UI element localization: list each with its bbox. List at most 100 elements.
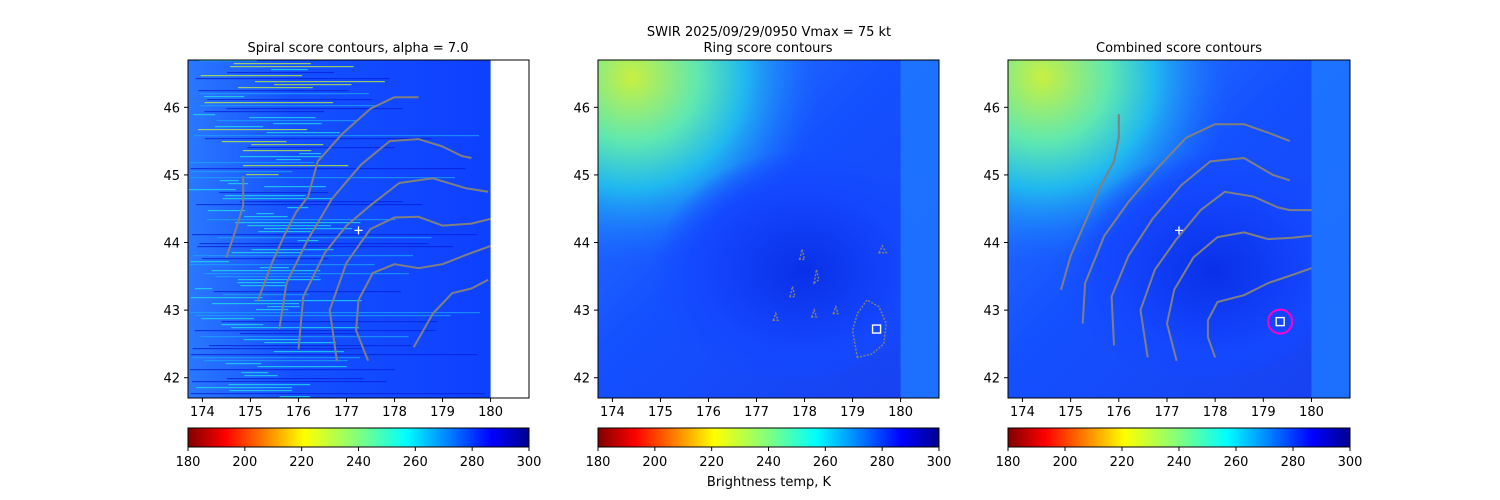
image-stripe: [204, 111, 324, 113]
center-plus-marker: [1175, 226, 1183, 235]
contour-line: [412, 278, 489, 348]
colorbar-tick-label: 260: [403, 455, 428, 470]
x-tick-label: 177: [1155, 405, 1180, 420]
image-stripe: [199, 243, 429, 245]
image-stripe: [271, 69, 308, 71]
image-stripe: [231, 327, 360, 329]
x-ticks: 174 175 176 177 178 179 180: [1010, 398, 1324, 420]
image-stripe: [200, 105, 375, 107]
y-ticks: 42 43 44 45 46: [983, 101, 1008, 387]
image-stripe: [219, 180, 239, 182]
colorbar: [597, 427, 940, 448]
image-stripe: [200, 93, 369, 95]
ring-markers: [871, 324, 882, 334]
image-stripe: [258, 231, 311, 233]
x-tick-label: 176: [696, 405, 721, 420]
image-stripe: [276, 159, 301, 161]
image-stripe: [299, 153, 322, 155]
x-tick-label: 180: [478, 405, 503, 420]
colorbar-tick-label: 260: [813, 455, 838, 470]
y-tick-label: 43: [573, 304, 590, 319]
image-stripe: [211, 270, 321, 272]
y-tick-label: 45: [163, 169, 180, 184]
circle-marker: [1267, 308, 1294, 335]
image-stripe: [279, 396, 311, 398]
image-stripe: [190, 168, 466, 170]
y-tick-label: 46: [983, 101, 1000, 116]
image-stripe: [190, 177, 455, 179]
image-stripe: [194, 330, 436, 332]
y-tick-label: 45: [983, 169, 1000, 184]
panel-title: Combined score contours: [1096, 41, 1262, 56]
image-stripe: [197, 246, 454, 248]
colorbar-tick-label: 260: [1224, 455, 1249, 470]
image-stripe: [244, 375, 278, 377]
colorbar-tick-label: 180: [996, 455, 1021, 470]
y-tick-label: 42: [983, 372, 1000, 387]
ring-contour-blob: [813, 269, 820, 285]
y-tick-label: 44: [163, 237, 180, 252]
x-tick-label: 178: [1203, 405, 1228, 420]
image-stripe: [241, 372, 269, 374]
x-tick-label: 176: [1106, 405, 1131, 420]
image-stripe: [246, 174, 279, 176]
y-tick-label: 44: [983, 237, 1000, 252]
x-tick-label: 174: [190, 405, 215, 420]
image-stripe: [190, 354, 478, 356]
image-stripe: [251, 144, 324, 146]
contour-line: [256, 96, 419, 302]
image-stripe: [193, 114, 216, 116]
image-stripe: [207, 99, 373, 101]
y-tick-label: 42: [573, 372, 590, 387]
ring-contour-blob: [789, 286, 796, 298]
image-stripe: [194, 288, 213, 290]
image-stripe: [196, 204, 423, 206]
colorbar-tick-label: 180: [176, 455, 201, 470]
center-plus-marker: [354, 226, 363, 235]
colorbar: [187, 427, 530, 448]
colorbar-tick-label: 180: [586, 455, 611, 470]
x-tick-label: 180: [1299, 405, 1324, 420]
ring-contours: [772, 244, 888, 359]
image-stripe: [203, 273, 409, 275]
panel-title: Spiral score contours, alpha = 7.0: [247, 41, 468, 56]
y-tick-label: 43: [163, 304, 180, 319]
image-stripe: [188, 189, 236, 191]
panel-spiral: 174 175 176 177 178 179 180 42 43 44 45 46 Spiral …: [163, 41, 530, 420]
image-stripe: [264, 342, 336, 344]
image-stripe: [228, 384, 311, 386]
contour-line: [1166, 231, 1312, 362]
y-ticks: 42 43 44 45 46: [573, 101, 598, 387]
y-tick-label: 46: [163, 101, 180, 116]
colorbar-tick-label: 240: [756, 455, 781, 470]
x-tick-label: 177: [744, 405, 769, 420]
spiral-score-image: [188, 60, 491, 398]
ring-contour-blob: [877, 244, 888, 254]
image-stripe: [274, 84, 352, 86]
image-stripe: [287, 207, 309, 209]
colorbar-tick-label: 240: [1167, 455, 1192, 470]
image-edge-strip: [1311, 60, 1350, 398]
colorbar-tick-label: 300: [1338, 455, 1363, 470]
plot-frame: [597, 59, 940, 399]
colorbar-tick-label: 220: [1110, 455, 1135, 470]
image-stripe: [189, 162, 315, 164]
image-stripe: [266, 132, 340, 134]
contour-line: [297, 177, 489, 350]
image-stripe: [273, 351, 344, 353]
plot-frame: [187, 59, 530, 399]
image-stripe: [238, 87, 313, 89]
contour-line: [278, 138, 472, 330]
y-ticks: 42 43 44 45 46: [163, 101, 188, 387]
image-stripe: [194, 135, 479, 137]
image-stripe: [234, 222, 361, 224]
image-stripe: [256, 213, 274, 215]
image-stripe: [198, 90, 349, 92]
image-stripe: [190, 297, 263, 299]
y-tick-label: 42: [163, 372, 180, 387]
image-stripe: [201, 318, 254, 320]
image-stripe: [193, 255, 414, 257]
square-marker: [1275, 316, 1285, 327]
ring-contour-blob: [810, 307, 818, 318]
